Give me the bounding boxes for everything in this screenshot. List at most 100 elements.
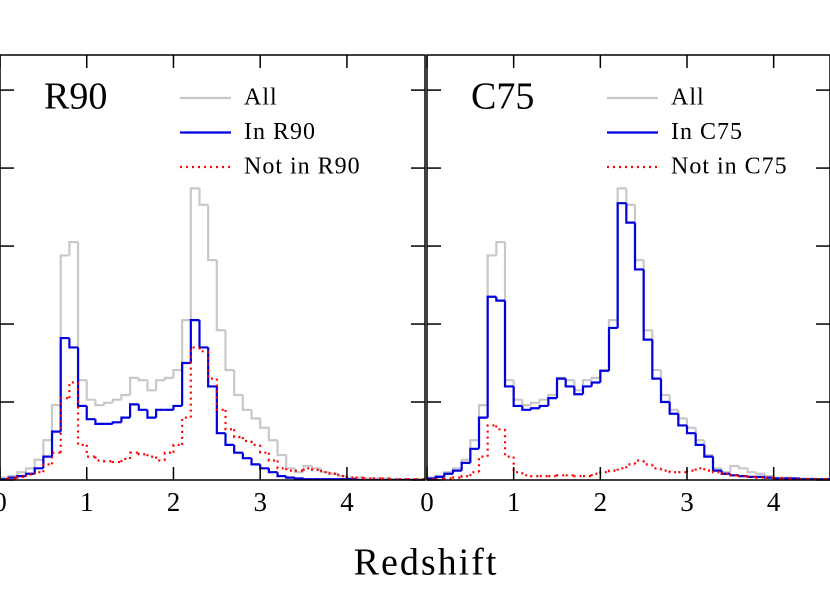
histogram-step: [642, 460, 653, 466]
histogram-step: [521, 399, 531, 407]
histogram-step: [50, 430, 61, 457]
histogram-step: [259, 418, 269, 429]
histogram-step: [0, 478, 9, 480]
histogram-step: [285, 455, 295, 470]
x-tick-label: 3: [253, 487, 267, 517]
histogram-step: [85, 444, 96, 458]
histogram-step: [155, 379, 165, 391]
histogram-step: [443, 477, 453, 480]
histogram-step: [668, 402, 679, 415]
x-tick-label: 1: [507, 487, 521, 517]
histogram-step: [529, 401, 540, 406]
histogram-step: [625, 463, 635, 469]
histogram-step: [120, 416, 131, 423]
histogram-step: [102, 460, 113, 463]
x-tick-label: 0: [420, 487, 434, 517]
histogram-step: [76, 347, 87, 408]
histogram-step: [685, 425, 696, 435]
histogram-step: [250, 458, 261, 466]
histogram-step: [443, 472, 453, 477]
histogram-step: [685, 418, 696, 429]
histogram-step: [512, 380, 523, 401]
histogram-step: [328, 472, 339, 475]
histogram-step: [495, 241, 505, 256]
histogram-step: [694, 433, 705, 447]
histogram-step: [172, 368, 183, 378]
histogram-step: [24, 467, 35, 473]
histogram-step: [659, 378, 670, 404]
x-axis-title: Redshift: [354, 542, 499, 584]
histogram-step: [233, 429, 243, 439]
histogram-step: [694, 427, 705, 442]
x-tick-label: 2: [167, 487, 181, 517]
histogram-step: [720, 468, 731, 474]
histogram-step: [172, 404, 183, 410]
histogram-step: [120, 393, 131, 400]
histogram-step: [285, 476, 295, 479]
histogram-step: [198, 347, 209, 353]
histogram-step: [486, 424, 497, 457]
histogram-series: [0, 346, 425, 480]
histogram-step: [460, 475, 471, 478]
histogram-step: [0, 476, 9, 480]
legend-label: All: [671, 85, 705, 111]
histogram-step: [155, 456, 165, 462]
histogram-step: [477, 416, 488, 449]
histogram-step: [16, 471, 27, 477]
histogram-step: [311, 465, 321, 470]
histogram-step: [590, 376, 601, 381]
histogram-step: [215, 386, 226, 435]
histogram-step: [581, 379, 592, 391]
histogram-step: [328, 472, 339, 475]
legend-label: Not in C75: [671, 154, 788, 180]
histogram-step: [146, 409, 157, 419]
histogram-step: [677, 413, 687, 427]
histogram-step: [50, 404, 61, 441]
histogram-step: [16, 475, 27, 478]
histogram-step: [94, 419, 105, 425]
histogram-step: [267, 468, 278, 474]
histogram-step: [460, 461, 471, 471]
histogram-step: [224, 330, 235, 372]
histogram-step: [146, 380, 157, 392]
histogram-step: [460, 458, 471, 469]
histogram-step: [94, 399, 105, 407]
histogram-step: [763, 473, 774, 478]
histogram-step: [42, 455, 53, 469]
histogram-series: [0, 187, 425, 480]
histogram-step: [633, 459, 644, 465]
histogram-step: [137, 452, 148, 456]
histogram-step: [573, 380, 583, 392]
histogram-step: [521, 472, 531, 477]
histogram-step: [241, 452, 252, 460]
histogram-step: [241, 437, 252, 443]
histogram-step: [789, 478, 800, 480]
histogram-step: [259, 464, 269, 470]
histogram-step: [363, 477, 373, 480]
histogram-step: [250, 441, 261, 447]
histogram-step: [451, 469, 462, 474]
histogram-step: [163, 376, 174, 381]
histogram-step: [276, 440, 287, 457]
histogram-step: [659, 468, 670, 472]
histogram-step: [363, 477, 373, 480]
histogram-step: [746, 475, 757, 478]
histogram-step: [633, 204, 644, 262]
histogram-step: [285, 468, 295, 472]
histogram-step: [469, 447, 479, 463]
histogram-step: [616, 467, 627, 471]
histogram-step: [685, 469, 696, 473]
histogram-step: [529, 407, 540, 410]
histogram-step: [155, 408, 165, 418]
histogram-step: [189, 319, 200, 364]
histogram-step: [729, 473, 739, 477]
histogram-step: [711, 456, 722, 472]
histogram-step: [703, 444, 713, 458]
histogram-step: [189, 346, 200, 418]
histogram-step: [486, 254, 497, 406]
histogram-step: [85, 405, 96, 421]
histogram-step: [737, 475, 748, 478]
histogram-step: [85, 380, 96, 401]
histogram-step: [590, 472, 601, 477]
